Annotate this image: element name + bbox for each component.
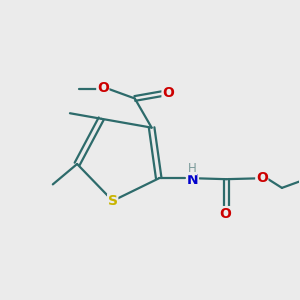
Text: O: O <box>162 86 174 100</box>
Text: N: N <box>187 173 198 188</box>
Text: H: H <box>188 162 197 175</box>
Text: O: O <box>219 207 231 221</box>
Text: S: S <box>108 194 118 208</box>
Text: O: O <box>97 81 109 95</box>
Text: O: O <box>256 171 268 184</box>
